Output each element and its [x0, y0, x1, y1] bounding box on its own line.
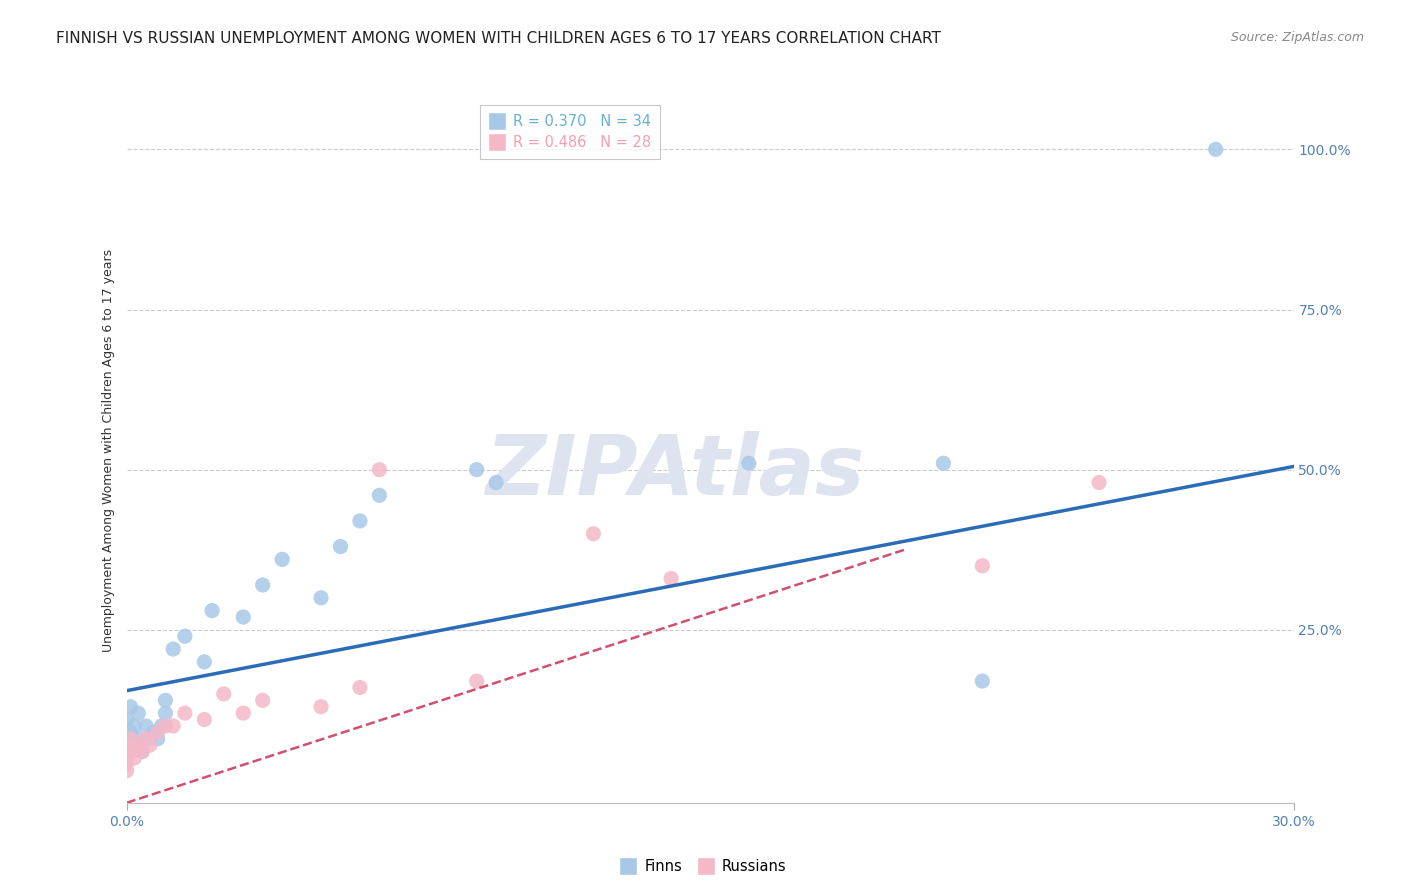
Point	[120, 725, 142, 739]
Legend: Finns, Russians: Finns, Russians	[614, 854, 792, 880]
Point	[465, 463, 488, 477]
Point	[115, 757, 138, 772]
Text: Source: ZipAtlas.com: Source: ZipAtlas.com	[1230, 31, 1364, 45]
Point	[329, 540, 352, 554]
Point	[124, 719, 146, 733]
Point	[135, 731, 157, 746]
Point	[309, 591, 332, 605]
Point	[659, 572, 682, 586]
Point	[127, 738, 149, 752]
Point	[252, 578, 274, 592]
Point	[368, 488, 391, 502]
Point	[232, 706, 254, 720]
Point	[309, 699, 332, 714]
Point	[120, 699, 142, 714]
Point	[232, 610, 254, 624]
Legend: R = 0.370   N = 34, R = 0.486   N = 28: R = 0.370 N = 34, R = 0.486 N = 28	[479, 105, 661, 159]
Point	[155, 706, 177, 720]
Point	[115, 713, 138, 727]
Point	[146, 731, 169, 746]
Point	[972, 674, 994, 689]
Point	[162, 642, 184, 657]
Point	[193, 655, 215, 669]
Point	[131, 745, 153, 759]
Point	[135, 719, 157, 733]
Point	[174, 706, 197, 720]
Text: ZIPAtlas: ZIPAtlas	[485, 431, 865, 512]
Point	[115, 738, 138, 752]
Point	[115, 764, 138, 778]
Point	[115, 745, 138, 759]
Point	[162, 719, 184, 733]
Point	[139, 738, 162, 752]
Point	[212, 687, 235, 701]
Point	[127, 731, 149, 746]
Point	[193, 713, 215, 727]
Point	[972, 558, 994, 573]
Point	[465, 674, 488, 689]
Point	[131, 745, 153, 759]
Point	[155, 693, 177, 707]
Point	[485, 475, 508, 490]
Point	[124, 751, 146, 765]
Point	[271, 552, 294, 566]
Point	[115, 731, 138, 746]
Point	[115, 751, 138, 765]
Point	[349, 681, 371, 695]
Point	[155, 719, 177, 733]
Point	[139, 731, 162, 746]
Point	[1205, 142, 1227, 156]
Point	[120, 731, 142, 746]
Point	[115, 745, 138, 759]
Point	[1088, 475, 1111, 490]
Point	[201, 604, 224, 618]
Point	[252, 693, 274, 707]
Text: FINNISH VS RUSSIAN UNEMPLOYMENT AMONG WOMEN WITH CHILDREN AGES 6 TO 17 YEARS COR: FINNISH VS RUSSIAN UNEMPLOYMENT AMONG WO…	[56, 31, 941, 46]
Point	[738, 456, 761, 470]
Point	[150, 719, 173, 733]
Point	[127, 706, 149, 720]
Point	[142, 725, 165, 739]
Point	[349, 514, 371, 528]
Point	[174, 629, 197, 643]
Point	[146, 725, 169, 739]
Point	[124, 738, 146, 752]
Point	[120, 745, 142, 759]
Point	[932, 456, 955, 470]
Y-axis label: Unemployment Among Women with Children Ages 6 to 17 years: Unemployment Among Women with Children A…	[103, 249, 115, 652]
Point	[368, 463, 391, 477]
Point	[582, 526, 605, 541]
